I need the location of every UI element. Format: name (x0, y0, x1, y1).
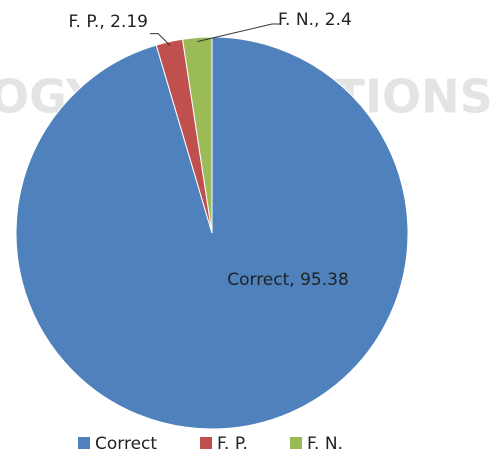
leader-line (197, 23, 280, 43)
pie-slice (181, 36, 213, 234)
leader-line (150, 33, 171, 46)
data-label: F. P., 2.19 (68, 12, 148, 32)
legend-swatch (78, 437, 90, 449)
data-label: Correct, 95.38 (227, 270, 349, 290)
legend-label: Correct (95, 434, 157, 454)
data-label: F. N., 2.4 (278, 10, 352, 30)
legend-swatch (290, 437, 302, 449)
legend-swatch (200, 437, 212, 449)
legend-label: F. N. (307, 434, 343, 454)
legend-label: F. P. (217, 434, 248, 454)
